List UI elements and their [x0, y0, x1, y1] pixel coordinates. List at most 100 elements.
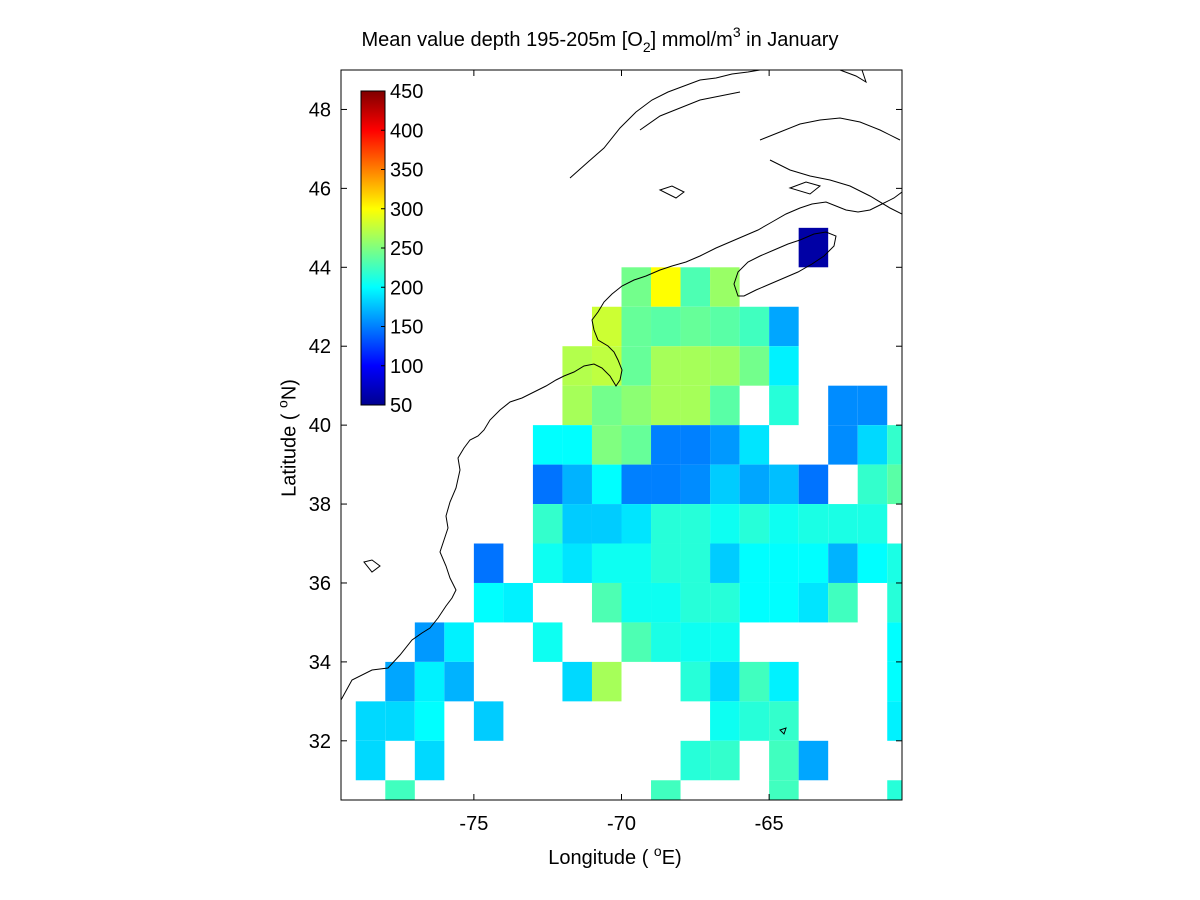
data-cell — [739, 701, 770, 741]
data-cell — [651, 306, 681, 347]
data-cell — [680, 306, 711, 347]
data-cell — [651, 582, 681, 623]
data-cell — [680, 267, 711, 307]
data-cell — [385, 661, 415, 702]
data-cell — [887, 582, 902, 623]
data-cell — [414, 740, 445, 781]
data-cell — [769, 582, 799, 623]
data-cell — [710, 582, 740, 623]
data-cell — [532, 425, 563, 465]
y-tick-label: 44 — [309, 257, 331, 279]
data-cell — [591, 661, 622, 702]
data-cell — [651, 464, 681, 505]
data-cell — [798, 464, 829, 505]
x-tick-label: -75 — [459, 813, 488, 835]
data-cell — [591, 385, 622, 426]
data-cell — [857, 464, 888, 505]
colorbar-tick-label: 300 — [390, 199, 423, 221]
y-tick-label: 34 — [309, 652, 331, 674]
data-cell — [798, 582, 829, 623]
data-cell — [710, 740, 740, 781]
data-cell — [621, 267, 652, 307]
data-cell — [680, 385, 711, 426]
data-cell — [651, 346, 681, 386]
data-cell — [739, 346, 770, 386]
x-tick-label: -65 — [755, 813, 784, 835]
coastline-islands — [363, 181, 822, 735]
data-cell — [621, 622, 652, 662]
data-cell — [739, 661, 770, 702]
data-cell — [562, 425, 592, 465]
data-cell — [532, 464, 563, 505]
data-cell — [710, 661, 740, 702]
data-cell — [385, 780, 415, 800]
data-cell — [385, 701, 415, 741]
colorbar-tick-label: 400 — [390, 120, 423, 142]
data-cell — [710, 622, 740, 662]
data-cell — [710, 701, 740, 741]
x-tick-label: -70 — [607, 813, 636, 835]
data-cell — [887, 661, 902, 702]
data-cell — [739, 543, 770, 583]
data-cell — [857, 425, 888, 465]
data-cell — [444, 622, 474, 662]
data-cell — [739, 504, 770, 544]
data-cell — [562, 661, 592, 702]
colorbar-tick-label: 100 — [390, 356, 423, 378]
data-cell — [621, 425, 652, 465]
data-cell — [739, 306, 770, 347]
data-cell — [621, 582, 652, 623]
data-cell — [621, 543, 652, 583]
data-cell — [739, 582, 770, 623]
data-cell — [680, 543, 711, 583]
data-cell — [444, 661, 474, 702]
data-cell — [710, 543, 740, 583]
data-cell — [414, 661, 445, 702]
data-cell — [621, 306, 652, 347]
data-cell — [710, 504, 740, 544]
data-cell — [680, 582, 711, 623]
y-tick-label: 42 — [309, 336, 331, 358]
data-cell — [562, 346, 592, 386]
data-cell — [532, 622, 563, 662]
data-cell — [355, 701, 386, 741]
data-cell — [710, 385, 740, 426]
data-cell — [651, 385, 681, 426]
data-cell — [414, 701, 445, 741]
data-cell — [532, 504, 563, 544]
data-cell — [769, 504, 799, 544]
data-cell — [651, 622, 681, 662]
data-cell — [680, 346, 711, 386]
data-cell — [680, 661, 711, 702]
coastline — [341, 70, 902, 735]
data-cell — [798, 740, 829, 781]
data-cell — [798, 504, 829, 544]
data-cell — [887, 780, 902, 800]
data-cell — [710, 425, 740, 465]
x-axis: -75 -70 -65 — [459, 70, 784, 835]
data-cell — [651, 543, 681, 583]
colorbar-tick-label: 150 — [390, 317, 423, 339]
colorbar-tick-label: 350 — [390, 160, 423, 182]
data-cell — [591, 543, 622, 583]
data-cell — [710, 346, 740, 386]
data-cell — [651, 504, 681, 544]
y-tick-label: 46 — [309, 178, 331, 200]
data-cell — [680, 464, 711, 505]
data-cell — [680, 425, 711, 465]
data-cell — [591, 504, 622, 544]
colorbar-tick-label: 200 — [390, 277, 423, 299]
data-cell — [887, 701, 902, 741]
data-cell — [769, 385, 799, 426]
data-cell — [857, 543, 888, 583]
data-cell — [414, 622, 445, 662]
data-cell — [621, 504, 652, 544]
data-cell — [710, 306, 740, 347]
data-cell — [532, 543, 563, 583]
data-cell — [680, 622, 711, 662]
data-cell — [769, 306, 799, 347]
data-cell — [887, 425, 902, 465]
data-cell — [591, 464, 622, 505]
